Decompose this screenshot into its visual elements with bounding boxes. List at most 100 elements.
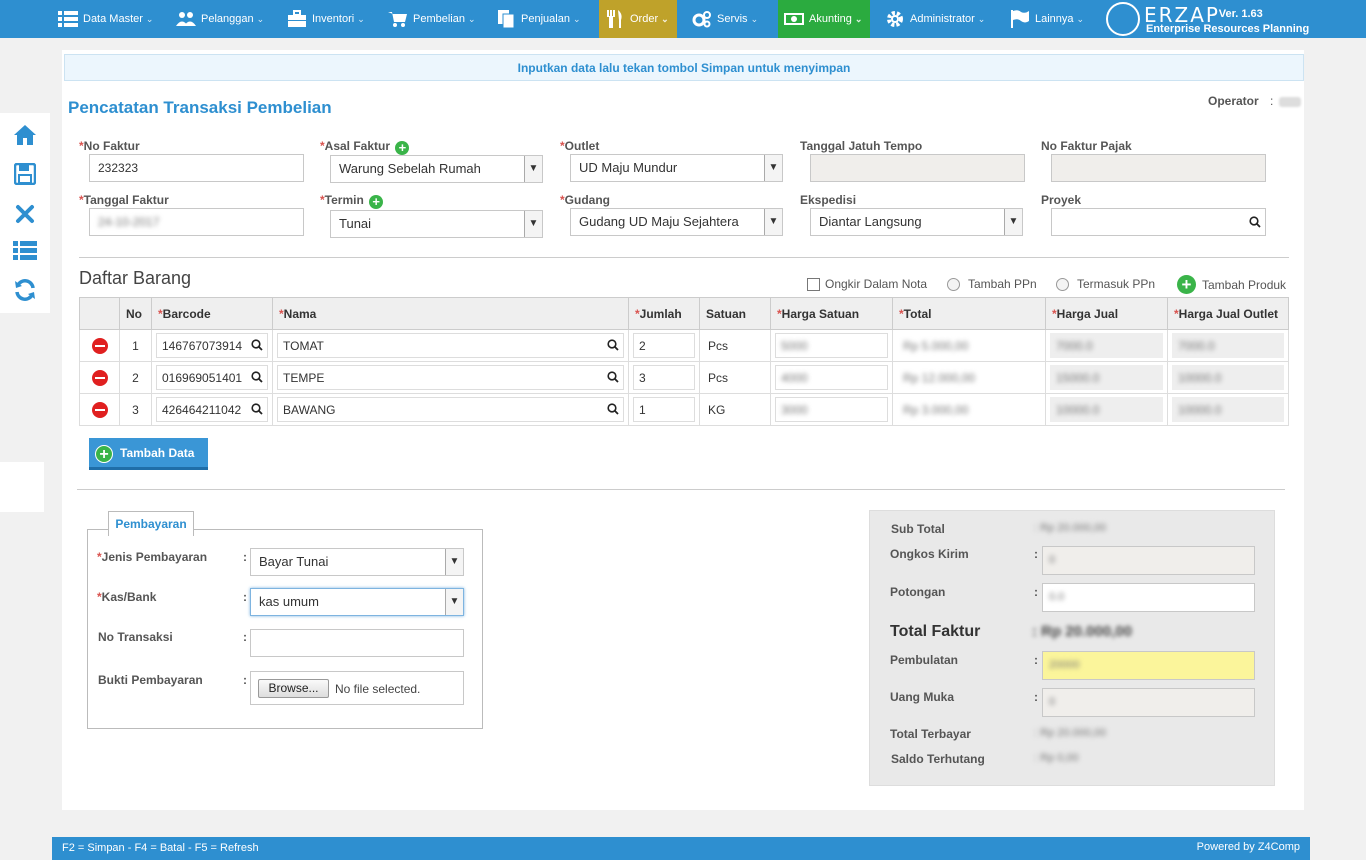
nav-data-master[interactable]: Data Master ⌄ [52, 0, 153, 38]
kas-bank-label: *Kas/Bank [97, 590, 157, 604]
delete-row-icon[interactable] [92, 369, 108, 386]
no-faktur-input[interactable]: 232323 [89, 154, 304, 182]
jumlah-input[interactable]: 2 [633, 333, 695, 358]
cart-icon [388, 12, 407, 27]
search-icon[interactable] [251, 403, 263, 415]
jumlah-input[interactable]: 3 [633, 365, 695, 390]
search-icon[interactable] [607, 403, 619, 415]
nav-administrator[interactable]: Administrator ⌄ [879, 0, 985, 38]
proyek-label: Proyek [1041, 193, 1082, 207]
potongan-input[interactable]: 0.0 [1042, 583, 1255, 612]
barcode-input[interactable]: 016969051401 [156, 365, 268, 390]
gudang-select[interactable]: Gudang UD Maju Sejahtera ▼ [570, 208, 783, 236]
delete-row-icon[interactable] [92, 401, 108, 418]
harga-satuan-input[interactable]: 3000 [775, 397, 888, 422]
table-row: 3 426464211042 BAWANG 1 KG 3000 Rp 3.000… [79, 393, 1289, 426]
harga-jual-outlet-input[interactable]: 10000.0 [1172, 397, 1284, 422]
list-icon [13, 241, 37, 260]
nav-akunting[interactable]: Akunting ⌄ [778, 0, 870, 38]
total-value: Rp 3.000,00 [897, 397, 1041, 422]
barcode-input[interactable]: 146767073914 [156, 333, 268, 358]
ongkos-kirim-input[interactable]: 0 [1042, 546, 1255, 575]
jumlah-input[interactable]: 1 [633, 397, 695, 422]
bukti-pembayaran-label: Bukti Pembayaran [98, 673, 203, 687]
tambah-produk-button[interactable]: + Tambah Produk [1175, 275, 1286, 294]
asal-faktur-label: *Asal Faktur + [320, 139, 410, 155]
daftar-barang-title: Daftar Barang [79, 268, 192, 288]
search-icon[interactable] [251, 371, 263, 383]
chevron-down-icon: ⌄ [977, 13, 986, 24]
tanggal-jatuh-tempo-input[interactable] [810, 154, 1025, 182]
table-row: 2 016969051401 TEMPE 3 Pcs 4000 Rp 12.00… [79, 361, 1289, 394]
nav-pembelian[interactable]: Pembelian ⌄ [382, 0, 476, 38]
operator-name-redacted [1279, 96, 1302, 107]
termasuk-ppn-radio[interactable]: Termasuk PPn [1056, 277, 1155, 291]
harga-jual-input[interactable]: 15000.0 [1050, 365, 1163, 390]
nav-label: Akunting [809, 13, 852, 25]
tambah-data-button[interactable]: + Tambah Data [89, 438, 208, 470]
file-status: No file selected. [335, 682, 421, 696]
chevron-down-icon: ▼ [524, 211, 542, 237]
radio[interactable] [1056, 277, 1069, 291]
proyek-input[interactable] [1051, 208, 1266, 236]
uang-muka-input[interactable]: 0 [1042, 688, 1255, 717]
search-icon[interactable] [607, 339, 619, 351]
harga-jual-input[interactable]: 7000.0 [1050, 333, 1163, 358]
divider [79, 257, 1289, 258]
add-termin-icon[interactable]: + [369, 195, 384, 209]
radio[interactable] [947, 277, 960, 291]
termin-select[interactable]: Tunai ▼ [330, 210, 543, 238]
harga-jual-input[interactable]: 10000.0 [1050, 397, 1163, 422]
harga-satuan-input[interactable]: 5000 [775, 333, 888, 358]
tambah-ppn-radio[interactable]: Tambah PPn [947, 277, 1037, 291]
cutlery-icon [607, 10, 622, 28]
asal-faktur-select[interactable]: Warung Sebelah Rumah ▼ [330, 155, 543, 183]
tab-pembayaran[interactable]: Pembayaran [108, 511, 194, 536]
table-row: 1 146767073914 TOMAT 2 Pcs 5000 Rp 5.000… [79, 329, 1289, 362]
total-terbayar-label: Total Terbayar [890, 727, 971, 741]
ekspedisi-select[interactable]: Diantar Langsung ▼ [810, 208, 1023, 236]
jenis-pembayaran-select[interactable]: Bayar Tunai ▼ [250, 548, 464, 576]
add-asal-faktur-icon[interactable]: + [395, 141, 410, 155]
refresh-button[interactable] [11, 277, 39, 303]
save-button[interactable] [11, 161, 39, 187]
ongkir-dalam-nota-checkbox[interactable]: Ongkir Dalam Nota [807, 277, 927, 291]
search-icon[interactable] [1249, 216, 1261, 228]
nav-pelanggan[interactable]: Pelanggan ⌄ [170, 0, 264, 38]
tanggal-jatuh-tempo-label: Tanggal Jatuh Tempo [800, 139, 923, 153]
jumlah-cell: 1 [628, 393, 700, 426]
kas-bank-select[interactable]: kas umum ▼ [250, 588, 464, 616]
cancel-button[interactable] [11, 201, 39, 227]
harga-jual-outlet-input[interactable]: 7000.0 [1172, 333, 1284, 358]
home-icon [14, 125, 36, 145]
nama-input[interactable]: BAWANG [277, 397, 624, 422]
nav-order[interactable]: Order ⌄ [599, 0, 677, 38]
barcode-input[interactable]: 426464211042 [156, 397, 268, 422]
nav-servis[interactable]: Servis ⌄ [686, 0, 758, 38]
harga-satuan-input[interactable]: 4000 [775, 365, 888, 390]
search-icon[interactable] [251, 339, 263, 351]
row-no: 2 [119, 361, 152, 394]
tanggal-faktur-input[interactable]: 24-10-2017 [89, 208, 304, 236]
no-transaksi-input[interactable] [250, 629, 464, 657]
pembulatan-input[interactable]: 20000 [1042, 651, 1255, 680]
nama-input[interactable]: TOMAT [277, 333, 624, 358]
delete-row-icon[interactable] [92, 337, 108, 354]
home-button[interactable] [11, 122, 39, 148]
browse-button[interactable]: Browse... [258, 679, 329, 698]
ekspedisi-label: Ekspedisi [800, 193, 857, 207]
nav-lainnya[interactable]: Lainnya ⌄ [1004, 0, 1084, 38]
nav-penjualan[interactable]: Penjualan ⌄ [490, 0, 580, 38]
chevron-down-icon: ▼ [524, 156, 542, 182]
outlet-select[interactable]: UD Maju Mundur ▼ [570, 154, 783, 182]
nav-inventori[interactable]: Inventori ⌄ [281, 0, 365, 38]
chevron-down-icon: ⌄ [661, 13, 669, 24]
sub-total-value: : Rp 20.000,00 [1034, 522, 1107, 534]
harga-jual-outlet-input[interactable]: 10000.0 [1172, 365, 1284, 390]
search-icon[interactable] [607, 371, 619, 383]
list-view-button[interactable] [11, 238, 39, 264]
nama-input[interactable]: TEMPE [277, 365, 624, 390]
checkbox[interactable] [807, 277, 820, 291]
no-faktur-pajak-input[interactable] [1051, 154, 1266, 182]
potongan-label: Potongan [890, 585, 946, 599]
